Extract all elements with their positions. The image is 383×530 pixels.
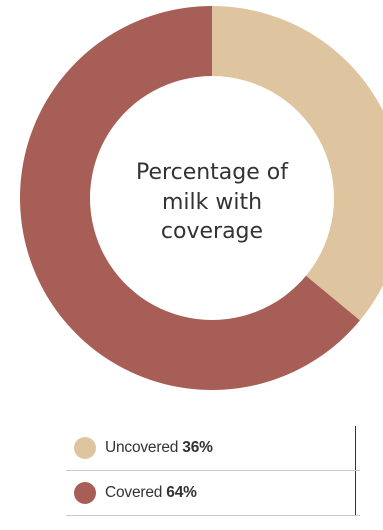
legend-item-covered: Covered 64% (66, 471, 360, 516)
legend-item-uncovered: Uncovered 36% (66, 426, 360, 471)
chart-title: Percentage of milk with coverage (102, 158, 322, 247)
legend-label-covered-name: Covered (105, 484, 163, 501)
donut-slice-uncovered (212, 6, 383, 321)
chart-title-line-3: coverage (160, 219, 264, 245)
legend-value-covered: 64% (166, 484, 197, 501)
chart-title-line-1: Percentage of (136, 160, 288, 185)
legend-divider (355, 426, 356, 516)
legend: Uncovered 36% Covered 64% (66, 426, 360, 516)
chart-title-line-2: milk with (161, 189, 263, 215)
legend-swatch-uncovered (74, 437, 96, 459)
legend-swatch-covered (74, 482, 96, 504)
legend-label-covered: Covered 64% (105, 484, 197, 502)
legend-label-uncovered: Uncovered 36% (105, 439, 213, 457)
donut-slice-covered (19, 6, 360, 390)
legend-value-uncovered: 36% (182, 439, 213, 456)
donut-chart (19, 6, 383, 390)
legend-label-uncovered-name: Uncovered (105, 439, 179, 456)
